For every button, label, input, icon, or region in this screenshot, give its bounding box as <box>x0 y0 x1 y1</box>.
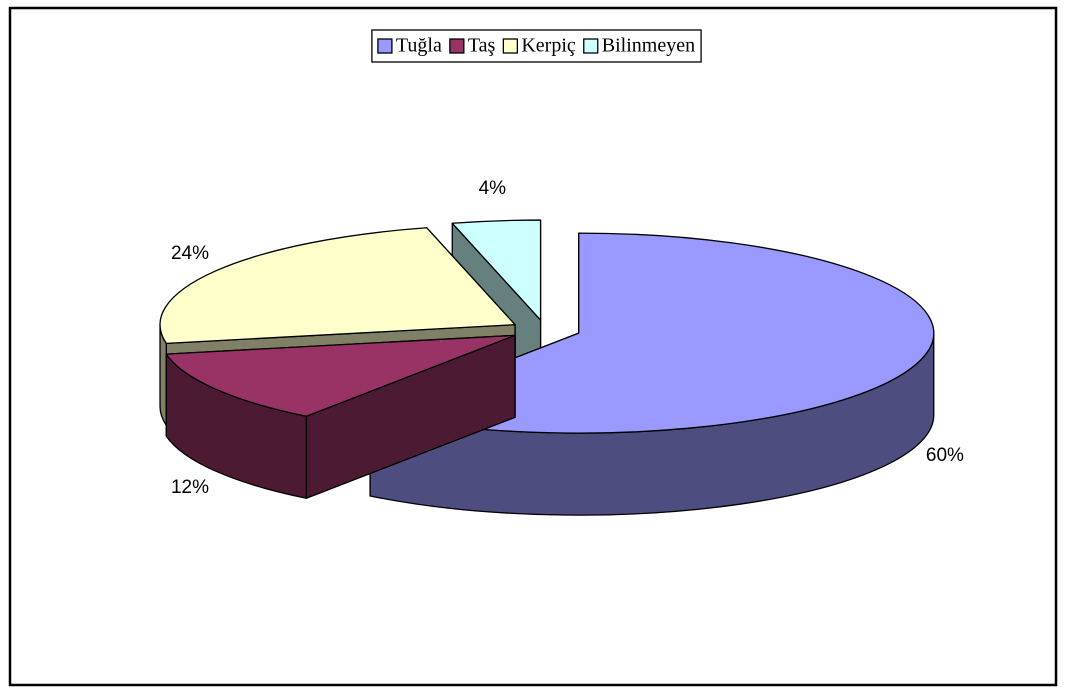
legend-box <box>371 29 702 63</box>
legend-swatch <box>502 38 518 54</box>
legend-label: Taş <box>468 35 496 57</box>
data-label: 12% <box>171 477 209 498</box>
slice-top <box>165 334 516 417</box>
slice-top <box>451 219 542 321</box>
legend-swatch <box>449 38 465 54</box>
data-label: 60% <box>926 445 964 466</box>
slice-top <box>159 227 516 345</box>
legend-label: Bilinmeyen <box>602 35 695 57</box>
data-label: 4% <box>479 178 507 199</box>
pie <box>159 219 935 516</box>
legend-label: Tuğla <box>396 35 442 57</box>
data-label: 24% <box>171 243 209 264</box>
legend-swatch <box>583 38 599 54</box>
legend-label: Kerpiç <box>521 35 576 57</box>
legend-swatch <box>377 38 393 54</box>
legend: Tuğla Taş Kerpiç Bilinmeyen <box>371 29 702 63</box>
